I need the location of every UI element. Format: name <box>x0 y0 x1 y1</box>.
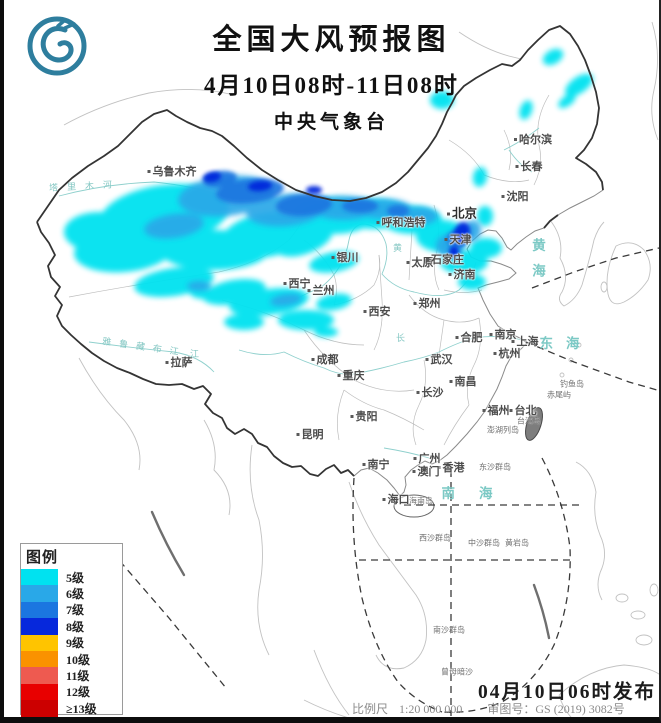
release-time: 04月10日06时发布 <box>478 682 657 703</box>
legend-item: 8级 <box>21 618 122 635</box>
maritime-boundaries <box>111 247 659 716</box>
cma-logo <box>27 16 87 76</box>
legend-swatch <box>21 650 58 668</box>
hainan-island <box>393 494 435 518</box>
national-border <box>36 25 604 477</box>
legend-label: ≥13级 <box>66 701 97 716</box>
legend-swatch <box>21 569 58 586</box>
legend-item: 5级 <box>21 569 122 586</box>
china-wind-map <box>36 21 659 717</box>
legend-label: 9级 <box>66 636 85 651</box>
legend-swatch <box>21 667 58 684</box>
foreign-coast-marks <box>150 510 551 640</box>
legend-swatch <box>21 601 58 619</box>
legend-swatch <box>21 634 58 651</box>
legend-label: 11级 <box>66 669 90 684</box>
legend-item: 6级 <box>21 585 122 602</box>
scale-label: 比例尺 <box>352 702 389 716</box>
legend-box: 图例 5级 6级 7级 8级 9级 10级 11级 12级 ≥13级 <box>20 543 123 717</box>
legend-item: 12级 <box>21 683 122 701</box>
dragon-swirl-icon <box>40 26 74 63</box>
legend-swatch <box>21 683 58 701</box>
legend-swatch <box>21 585 58 602</box>
approval-number: 审图号：GS (2019) 3082号 <box>487 702 625 716</box>
legend-label: 10级 <box>66 652 91 667</box>
legend-title: 图例 <box>26 550 59 566</box>
legend-swatch <box>21 700 58 717</box>
legend-item: ≥13级 <box>21 700 122 717</box>
legend-label: 8级 <box>66 619 85 634</box>
logo-circle <box>27 16 87 76</box>
legend-item: 9级 <box>21 634 122 651</box>
legend-item: 11级 <box>21 667 122 684</box>
legend-label: 5级 <box>66 570 85 585</box>
legend-label: 6级 <box>66 587 85 602</box>
legend-items: 5级 6级 7级 8级 9级 10级 11级 12级 ≥13级 <box>21 569 122 717</box>
map-credits: 比例尺 1:20 000 000 审图号：GS (2019) 3082号 <box>352 700 625 717</box>
legend-label: 7级 <box>66 603 85 618</box>
legend-item: 7级 <box>21 601 122 619</box>
legend-label: 12级 <box>66 685 91 700</box>
legend-item: 10级 <box>21 650 122 668</box>
wind-area-level7 <box>203 170 467 249</box>
taiwan-island <box>525 407 543 441</box>
wind-area-level8 <box>203 171 471 258</box>
dragon-horns-icon <box>56 18 76 30</box>
scale-value: 1:20 000 000 <box>399 702 463 716</box>
legend-swatch <box>21 618 58 635</box>
